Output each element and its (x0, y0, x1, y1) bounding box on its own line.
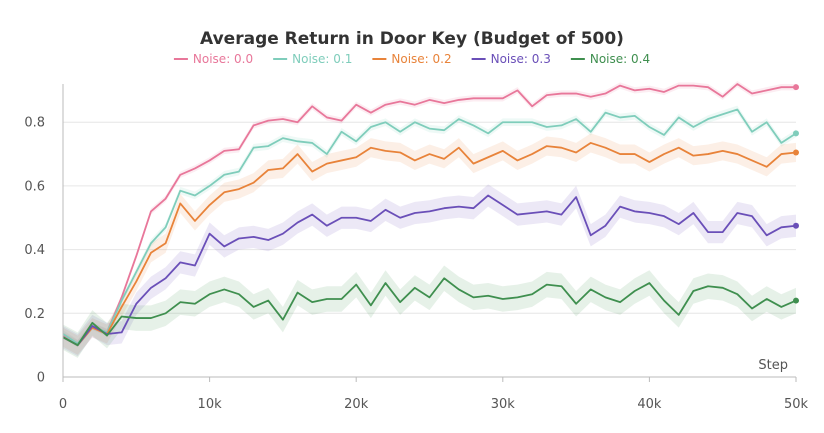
series-line-0 (62, 83, 796, 345)
legend: Noise: 0.0 Noise: 0.1 Noise: 0.2 Noise: 0.3… (173, 52, 650, 66)
legend-label-3: Noise: 0.3 (491, 52, 551, 66)
series-endpoint-1 (793, 130, 799, 137)
legend-label-4: Noise: 0.4 (590, 52, 650, 66)
y-tick-label: 0.6 (24, 179, 45, 194)
series-band-2 (63, 133, 796, 355)
series-line-1 (62, 108, 797, 345)
series-line-2 (62, 142, 797, 347)
series-band-4 (63, 265, 796, 358)
x-axis-label: Step (758, 358, 788, 373)
series-endpoint-3 (793, 222, 799, 229)
y-tick-label: 0 (37, 371, 45, 386)
y-tick-label: 0.2 (24, 307, 45, 322)
confidence-bands (63, 80, 796, 358)
y-tick-label: 0.8 (24, 116, 45, 131)
x-tick-label: 20k (344, 397, 369, 412)
axes: 0 0.2 0.4 0.6 0.8 0 10k 20k 30k 40k 50k (24, 84, 809, 412)
y-tick-label: 0.4 (24, 243, 45, 258)
series-band-3 (63, 184, 796, 357)
series-endpoint-0 (793, 84, 799, 91)
x-tick-label: 50k (784, 397, 809, 412)
x-tick-label: 30k (491, 397, 516, 412)
x-tick-label: 10k (198, 397, 223, 412)
x-tick-label: 0 (59, 397, 67, 412)
series-line-4 (62, 277, 797, 347)
series-endpoint-2 (793, 149, 799, 156)
x-tick-label: 40k (637, 397, 662, 412)
legend-label-1: Noise: 0.1 (292, 52, 352, 66)
series-endpoint-4 (793, 297, 799, 304)
legend-label-2: Noise: 0.2 (391, 52, 451, 66)
series-lines (62, 83, 799, 347)
legend-label-0: Noise: 0.0 (193, 52, 253, 66)
series-line-3 (62, 194, 797, 347)
chart-title: Average Return in Door Key (Budget of 50… (200, 29, 624, 49)
